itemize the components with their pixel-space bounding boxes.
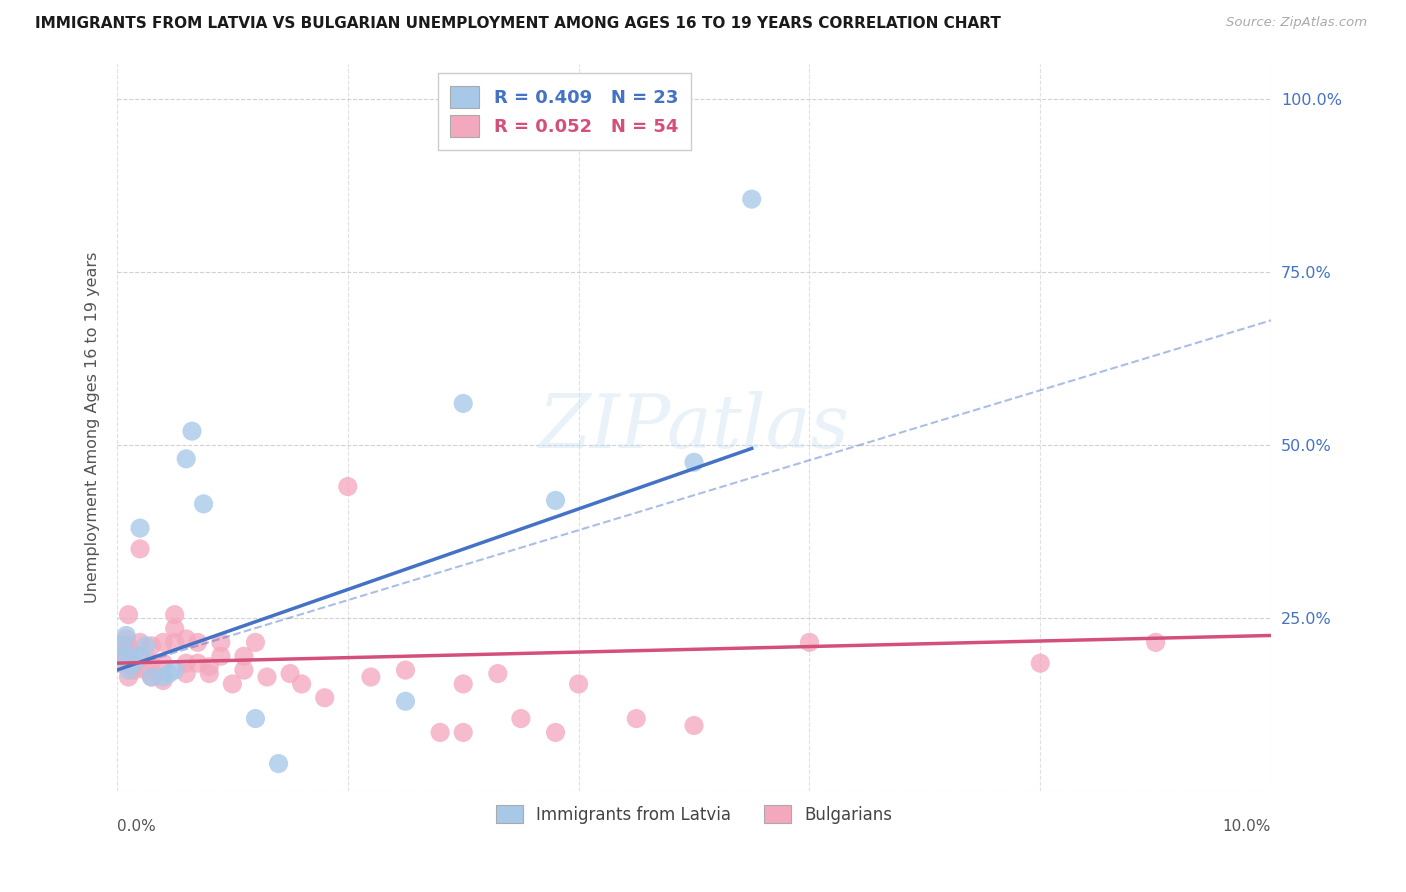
Text: IMMIGRANTS FROM LATVIA VS BULGARIAN UNEMPLOYMENT AMONG AGES 16 TO 19 YEARS CORRE: IMMIGRANTS FROM LATVIA VS BULGARIAN UNEM… [35, 16, 1001, 31]
Point [135, 639, 157, 653]
Point [117, 607, 139, 622]
Point [152, 673, 174, 688]
Point [187, 635, 209, 649]
Point [336, 479, 359, 493]
Point [163, 663, 186, 677]
Point [174, 451, 197, 466]
Point [108, 656, 131, 670]
Point [117, 670, 139, 684]
Point [135, 663, 157, 677]
Point [314, 690, 336, 705]
Point [509, 712, 531, 726]
Point [124, 656, 146, 670]
Text: 10.0%: 10.0% [1223, 819, 1271, 834]
Point [278, 666, 301, 681]
Point [209, 635, 232, 649]
Point [110, 649, 132, 664]
Point [245, 635, 267, 649]
Point [568, 677, 591, 691]
Text: Source: ZipAtlas.com: Source: ZipAtlas.com [1226, 16, 1367, 29]
Point [683, 718, 706, 732]
Point [129, 649, 152, 664]
Point [232, 663, 254, 677]
Point [1144, 635, 1167, 649]
Point [209, 649, 232, 664]
Point [129, 541, 152, 556]
Point [245, 712, 267, 726]
Point [120, 649, 142, 664]
Point [111, 639, 134, 653]
Point [152, 635, 174, 649]
Point [741, 192, 763, 206]
Point [141, 670, 163, 684]
Point [129, 635, 152, 649]
Point [221, 677, 243, 691]
Point [451, 725, 474, 739]
Point [1029, 656, 1052, 670]
Point [152, 656, 174, 670]
Point [187, 656, 209, 670]
Point [193, 497, 215, 511]
Point [683, 455, 706, 469]
Point [117, 639, 139, 653]
Point [163, 607, 186, 622]
Point [799, 635, 821, 649]
Point [157, 666, 180, 681]
Text: 0.0%: 0.0% [117, 819, 156, 834]
Point [124, 663, 146, 677]
Point [129, 649, 152, 664]
Point [451, 396, 474, 410]
Point [394, 663, 416, 677]
Point [174, 666, 197, 681]
Point [256, 670, 278, 684]
Point [141, 639, 163, 653]
Point [141, 670, 163, 684]
Point [115, 632, 138, 646]
Point [267, 756, 290, 771]
Point [486, 666, 509, 681]
Point [112, 639, 135, 653]
Point [115, 628, 138, 642]
Point [121, 659, 143, 673]
Point [291, 677, 314, 691]
Point [360, 670, 382, 684]
Point [141, 656, 163, 670]
Point [117, 663, 139, 677]
Point [110, 649, 132, 664]
Point [198, 666, 221, 681]
Y-axis label: Unemployment Among Ages 16 to 19 years: Unemployment Among Ages 16 to 19 years [86, 252, 100, 603]
Legend: Immigrants from Latvia, Bulgarians: Immigrants from Latvia, Bulgarians [489, 798, 898, 830]
Point [451, 677, 474, 691]
Point [152, 670, 174, 684]
Point [198, 659, 221, 673]
Point [181, 424, 204, 438]
Point [626, 712, 648, 726]
Point [163, 635, 186, 649]
Point [429, 725, 451, 739]
Text: ZIPatlas: ZIPatlas [538, 392, 849, 464]
Point [174, 656, 197, 670]
Point [394, 694, 416, 708]
Point [544, 493, 567, 508]
Point [163, 622, 186, 636]
Point [174, 632, 197, 646]
Point [544, 725, 567, 739]
Point [129, 521, 152, 535]
Point [232, 649, 254, 664]
